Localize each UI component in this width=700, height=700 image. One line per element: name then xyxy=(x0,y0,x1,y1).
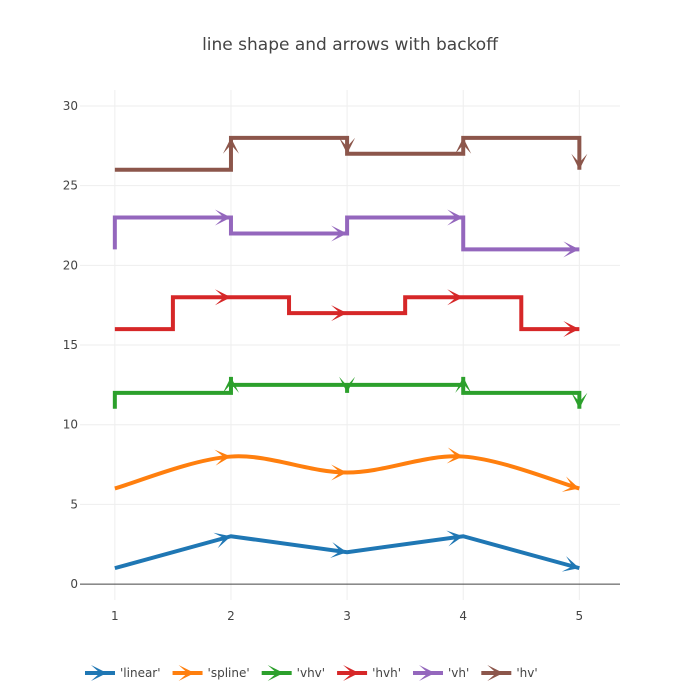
series-line-hv xyxy=(114,135,582,172)
legend-swatch-arrow xyxy=(178,665,195,681)
legend-item-linear[interactable]: 'linear' xyxy=(85,665,161,681)
plot-area xyxy=(112,135,588,572)
data-point-arrow xyxy=(455,376,472,393)
data-point-arrow xyxy=(561,556,580,572)
series-line-vh xyxy=(112,215,580,252)
data-point-arrow xyxy=(213,532,231,549)
data-point-arrow xyxy=(571,392,588,409)
legend-label: 'linear' xyxy=(120,666,161,680)
data-point-arrow xyxy=(214,289,231,306)
legend-label: 'hv' xyxy=(516,666,537,680)
data-point-arrow xyxy=(222,376,239,393)
series-hvh xyxy=(114,289,580,338)
legend-label: 'hvh' xyxy=(372,666,401,680)
series-linear xyxy=(114,530,580,572)
data-point-arrow xyxy=(331,225,348,242)
data-point-arrow xyxy=(214,449,231,466)
legend-item-spline[interactable]: 'spline' xyxy=(172,665,250,681)
data-point-arrow xyxy=(330,542,348,558)
legend-item-vhv[interactable]: 'vhv' xyxy=(261,665,325,681)
y-tick-label: 10 xyxy=(63,418,78,432)
x-tick-label: 5 xyxy=(576,609,584,623)
data-point-arrow xyxy=(446,447,464,464)
y-tick-label: 5 xyxy=(70,497,78,511)
legend-swatch-arrow xyxy=(419,665,435,681)
legend-swatch-arrow xyxy=(343,665,360,681)
legend-item-hvh[interactable]: 'hvh' xyxy=(337,665,401,681)
legend-item-hv[interactable]: 'hv' xyxy=(481,665,538,681)
data-point-arrow xyxy=(446,530,464,547)
chart-title: line shape and arrows with backoff xyxy=(202,35,499,55)
y-tick-label: 20 xyxy=(63,258,78,272)
data-point-arrow xyxy=(331,464,348,481)
data-point-arrow xyxy=(455,137,472,154)
data-point-arrow xyxy=(214,209,231,226)
legend-label: 'vh' xyxy=(448,666,469,680)
y-tick-label: 0 xyxy=(70,577,78,591)
gridlines xyxy=(80,90,620,600)
data-point-arrow xyxy=(561,476,580,492)
y-tick-label: 30 xyxy=(63,99,78,113)
x-tick-label: 4 xyxy=(459,609,467,623)
data-point-arrow xyxy=(563,241,580,258)
series-spline xyxy=(114,447,580,492)
y-tick-label: 25 xyxy=(63,179,78,193)
series-hv xyxy=(114,135,588,172)
data-point-arrow xyxy=(447,209,464,226)
legend-swatch-arrow xyxy=(487,665,504,681)
data-point-arrow xyxy=(447,289,464,306)
axes: 1 2 3 4 5 0 5 10 15 20 25 30 xyxy=(63,99,583,623)
legend[interactable]: 'linear' 'spline' 'vhv' 'hvh' 'vh' 'hv' xyxy=(85,665,538,681)
series-vh xyxy=(112,209,580,258)
x-tick-label: 2 xyxy=(227,609,235,623)
series-line-hvh xyxy=(114,295,580,332)
legend-item-vh[interactable]: 'vh' xyxy=(413,665,469,681)
data-point-arrow xyxy=(563,321,580,338)
x-tick-label: 3 xyxy=(343,609,351,623)
data-point-arrow xyxy=(339,137,356,154)
series-vhv xyxy=(112,376,588,409)
data-point-arrow xyxy=(331,305,348,322)
x-tick-label: 1 xyxy=(111,609,119,623)
data-point-arrow xyxy=(222,137,239,154)
data-point-arrow xyxy=(571,153,588,170)
legend-swatch-arrow xyxy=(91,665,107,681)
legend-label: 'vhv' xyxy=(297,666,325,680)
legend-swatch-arrow xyxy=(267,665,284,681)
legend-label: 'spline' xyxy=(208,666,250,680)
y-tick-label: 15 xyxy=(63,338,78,352)
data-point-arrow xyxy=(339,376,356,393)
